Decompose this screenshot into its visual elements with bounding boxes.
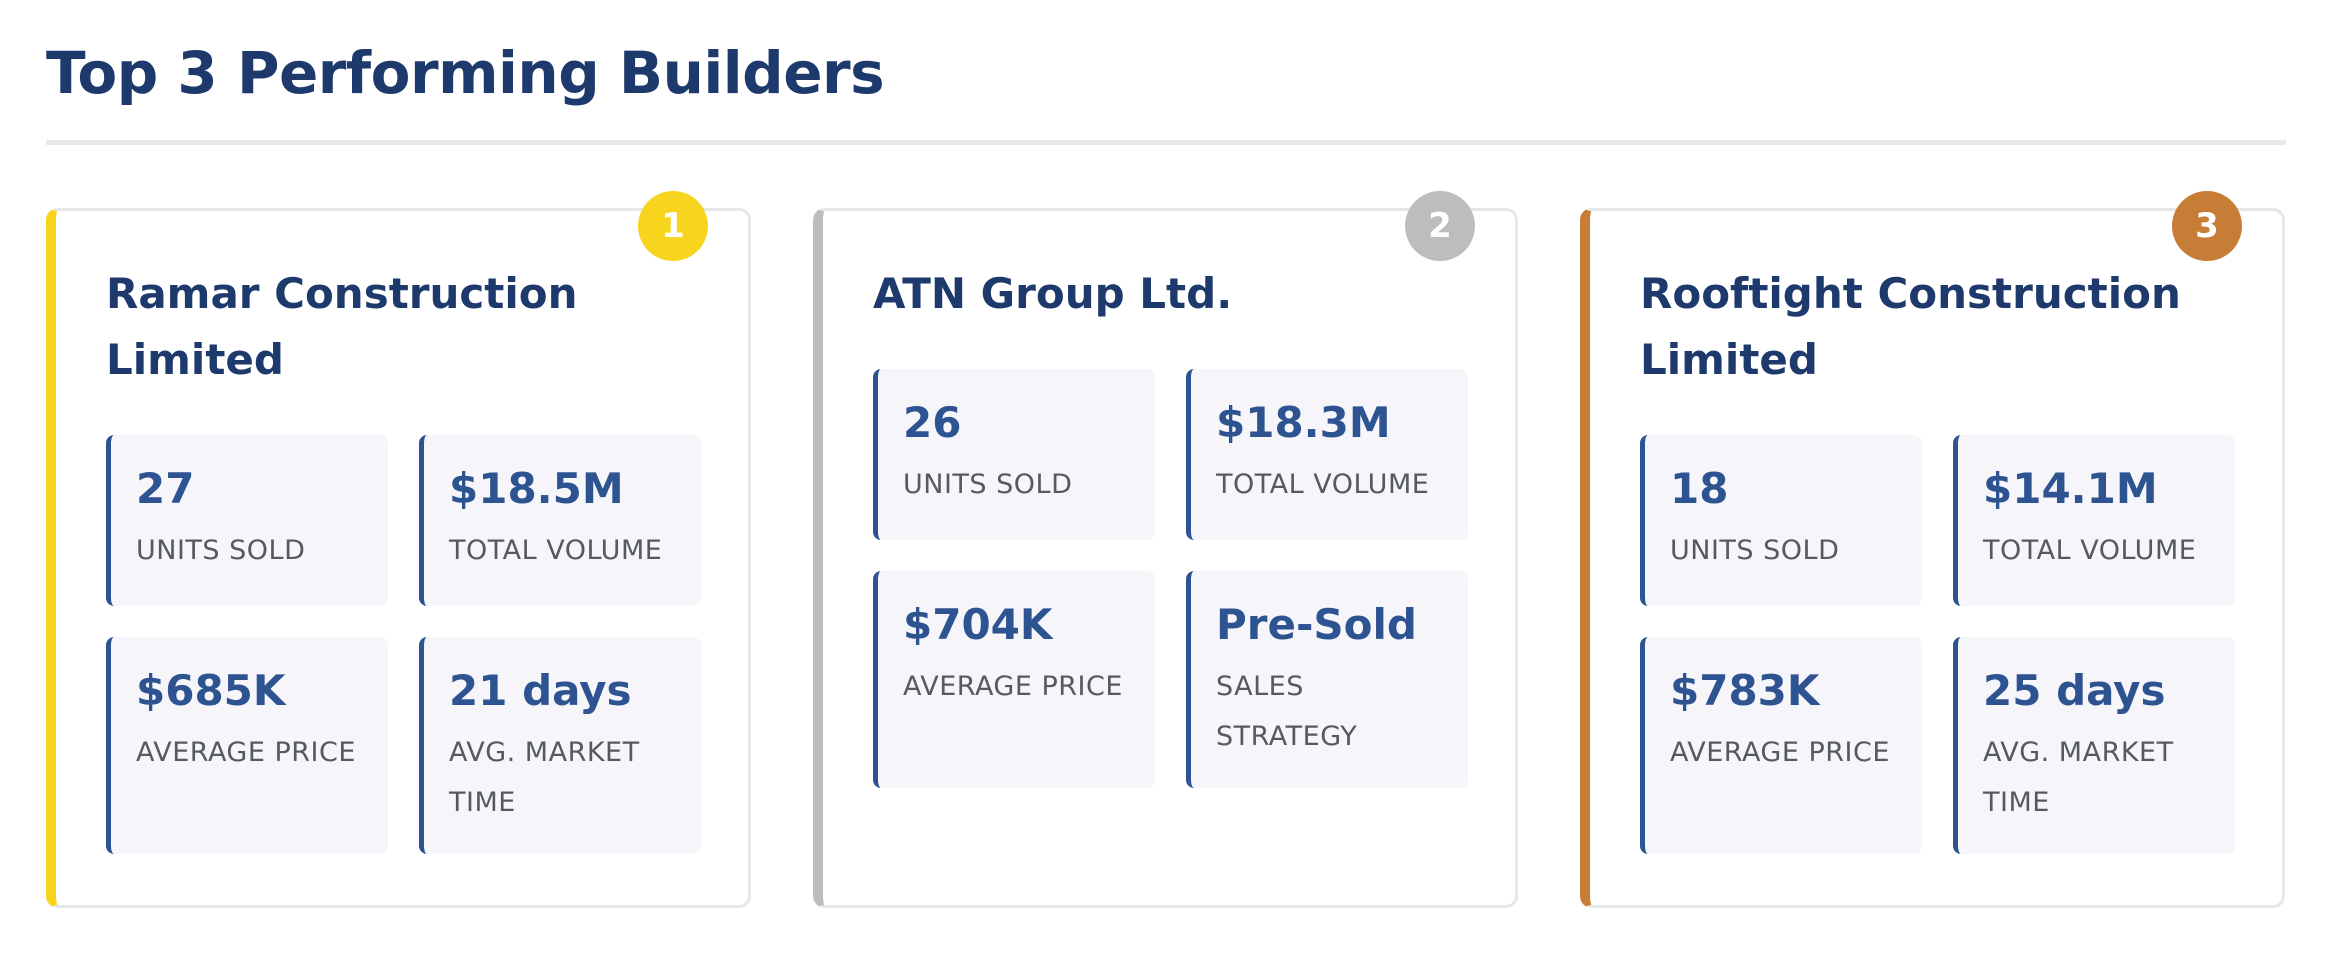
stat-value: $14.1M: [1983, 464, 2158, 513]
stat-label: Units Sold: [1670, 535, 1840, 566]
stat-average-price: $704K Average Price: [873, 571, 1155, 788]
stat-sales-strategy: Pre-Sold Sales Strategy: [1186, 571, 1468, 788]
stat-label: Average Price: [903, 671, 1123, 702]
stat-value: $18.5M: [449, 464, 624, 513]
stat-label: Avg. Market Time: [449, 737, 640, 818]
builder-card-1: 1 Ramar Construction Limited 27 Units So…: [46, 191, 751, 908]
builder-name-2: ATN Group Ltd.: [873, 269, 1233, 318]
page-title: Top 3 Performing Builders: [46, 39, 885, 107]
stat-label: Average Price: [1670, 737, 1890, 768]
stat-average-price: $783K Average Price: [1640, 637, 1922, 854]
stat-value: 25 days: [1983, 666, 2166, 715]
builder-name-1: Ramar Construction Limited: [106, 269, 578, 384]
stat-value: 26: [903, 398, 962, 447]
stat-value: 21 days: [449, 666, 632, 715]
stat-value: $783K: [1670, 666, 1820, 715]
stat-avg-market-time: 21 days Avg. Market Time: [419, 637, 701, 854]
stat-units-sold: 27 Units Sold: [106, 435, 388, 606]
stat-label: Average Price: [136, 737, 356, 768]
stat-label: Total Volume: [1983, 535, 2197, 566]
stat-total-volume: $14.1M Total Volume: [1953, 435, 2235, 606]
rank-badge-2: 2: [1405, 191, 1475, 261]
builder-card-3: 3 Rooftight Construction Limited 18 Unit…: [1580, 191, 2285, 908]
stat-value: 27: [136, 464, 195, 513]
stat-label: Units Sold: [136, 535, 306, 566]
stat-value: $685K: [136, 666, 286, 715]
stat-units-sold: 26 Units Sold: [873, 369, 1155, 540]
stat-value: Pre-Sold: [1216, 600, 1417, 649]
stat-total-volume: $18.5M Total Volume: [419, 435, 701, 606]
rank-badge-1: 1: [638, 191, 708, 261]
builder-name-3: Rooftight Construction Limited: [1640, 269, 2181, 384]
stats-grid-2: 26 Units Sold $18.3M Total Volume $704K …: [873, 369, 1468, 788]
stat-value: 18: [1670, 464, 1729, 513]
stat-label: Sales Strategy: [1216, 671, 1358, 752]
stats-grid-3: 18 Units Sold $14.1M Total Volume $783K …: [1640, 435, 2235, 854]
stat-label: Total Volume: [449, 535, 663, 566]
stat-avg-market-time: 25 days Avg. Market Time: [1953, 637, 2235, 854]
stat-label: Units Sold: [903, 469, 1073, 500]
stat-value: $704K: [903, 600, 1053, 649]
stat-label: Avg. Market Time: [1983, 737, 2174, 818]
title-divider: [46, 140, 2286, 145]
stat-label: Total Volume: [1216, 469, 1430, 500]
stats-grid-1: 27 Units Sold $18.5M Total Volume $685K …: [106, 435, 701, 854]
rank-badge-3: 3: [2172, 191, 2242, 261]
builder-card-2: 2 ATN Group Ltd. 26 Units Sold $18.3M To…: [813, 191, 1518, 908]
stat-total-volume: $18.3M Total Volume: [1186, 369, 1468, 540]
stat-average-price: $685K Average Price: [106, 637, 388, 854]
stat-value: $18.3M: [1216, 398, 1391, 447]
stat-units-sold: 18 Units Sold: [1640, 435, 1922, 606]
